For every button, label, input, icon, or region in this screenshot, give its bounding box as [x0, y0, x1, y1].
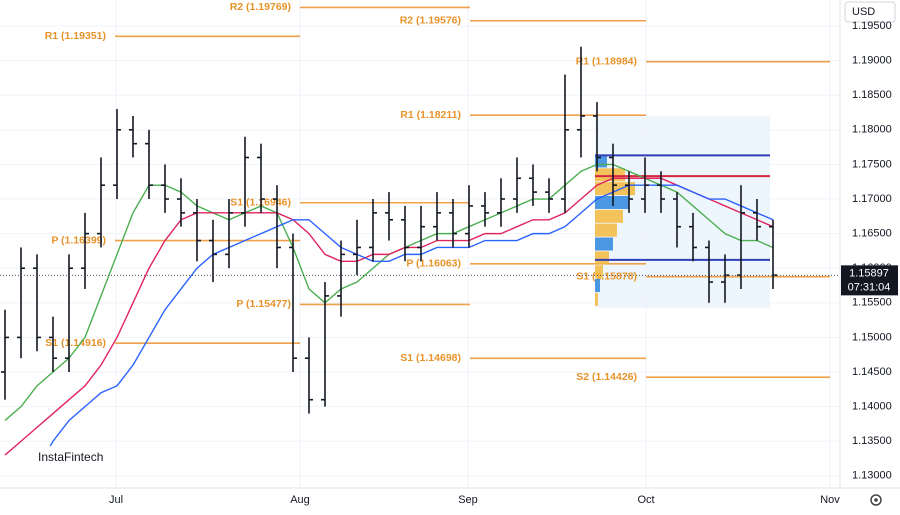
- pivot-label: P (1.16399): [51, 234, 106, 246]
- y-tick-label: 1.14500: [852, 366, 892, 378]
- settings-icon[interactable]: [870, 494, 882, 506]
- y-tick-label: 1.13500: [852, 435, 892, 447]
- profile-bar: [595, 223, 617, 237]
- x-tick-label: Oct: [637, 494, 654, 506]
- pivot-label: S1 (1.15878): [576, 270, 637, 282]
- y-tick-label: 1.19000: [852, 55, 892, 67]
- y-tick-label: 1.15000: [852, 331, 892, 343]
- x-tick-label: Sep: [458, 494, 478, 506]
- x-tick-label: Aug: [290, 494, 310, 506]
- watermark: InstaFintech: [38, 450, 103, 464]
- pivot-label: P (1.16063): [406, 258, 461, 270]
- pivot-label: R1 (1.18211): [400, 109, 461, 121]
- current-price: 1.15897: [849, 267, 889, 279]
- profile-bar: [595, 209, 623, 223]
- y-tick-label: 1.13000: [852, 470, 892, 482]
- pivot-label: S2 (1.14426): [576, 371, 637, 383]
- y-tick-label: 1.18000: [852, 124, 892, 136]
- pivot-label: R2 (1.19769): [230, 1, 291, 13]
- y-tick-label: 1.19500: [852, 20, 892, 32]
- currency-box[interactable]: [844, 1, 896, 23]
- pivot-label: P (1.15477): [236, 298, 291, 310]
- pivot-label: S1 (1.14698): [400, 352, 461, 364]
- currency[interactable]: USD: [852, 6, 875, 18]
- pivot-label: R1 (1.18984): [576, 56, 637, 68]
- profile-bar: [595, 279, 600, 293]
- watermark-box: [32, 446, 112, 470]
- x-tick-label: Jul: [109, 494, 123, 506]
- pivot-label: S1 (1.14916): [45, 337, 106, 349]
- y-tick-label: 1.18500: [852, 89, 892, 101]
- y-tick-label: 1.17500: [852, 158, 892, 170]
- x-tick-label: Nov: [820, 494, 840, 506]
- profile-bar: [595, 237, 613, 251]
- pivot-label: R2 (1.19576): [400, 15, 461, 27]
- settings-icon-dot[interactable]: [874, 498, 878, 502]
- countdown: 07:31:04: [848, 281, 891, 293]
- profile-bar: [595, 265, 603, 279]
- y-tick-label: 1.17000: [852, 193, 892, 205]
- y-tick-label: 1.14000: [852, 401, 892, 413]
- profile-bar: [595, 195, 629, 209]
- profile-bar: [595, 292, 598, 306]
- profile-bar: [595, 251, 609, 265]
- y-tick-label: 1.15500: [852, 297, 892, 309]
- pivot-label: R1 (1.19351): [45, 30, 106, 42]
- current-price-box: [841, 265, 898, 296]
- y-tick-label: 1.16500: [852, 228, 892, 240]
